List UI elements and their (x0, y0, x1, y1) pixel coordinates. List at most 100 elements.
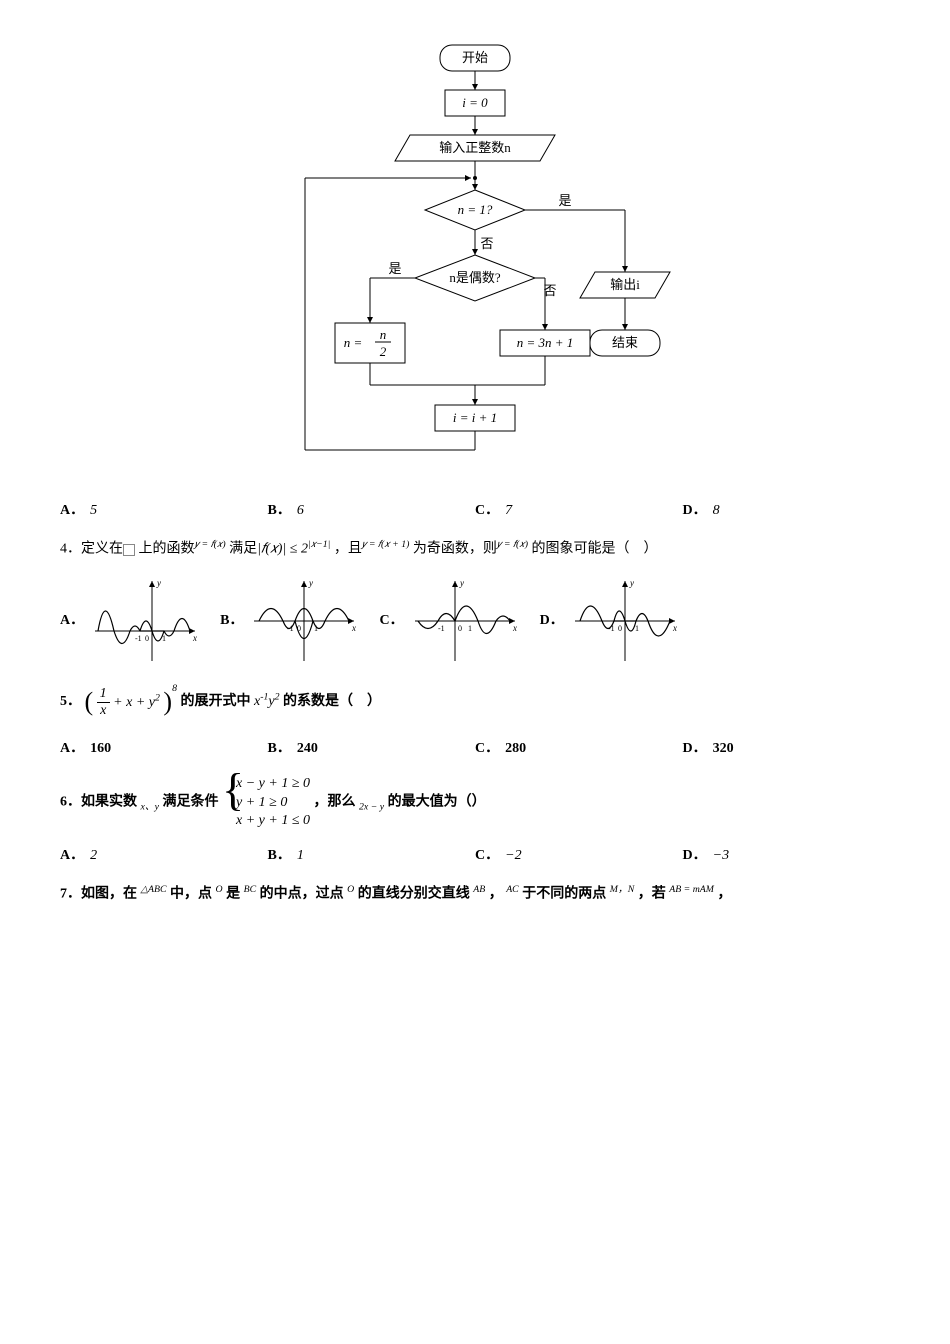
q7-ab: AB (473, 884, 485, 895)
q5-num: 1 (97, 686, 110, 702)
q7-ac: AC (506, 884, 519, 895)
q7-mn: M，N (610, 884, 635, 895)
q7-t5: 于不同的两点 (522, 887, 606, 902)
q4-t3: 满足 (229, 542, 257, 557)
q3-options: A． 5 B． 6 C． 7 D． 8 (60, 500, 890, 522)
q3-a: 5 (90, 503, 97, 518)
svg-text:0: 0 (458, 624, 462, 633)
flow-init: i = 0 (462, 95, 488, 110)
q6-la: A． (60, 848, 84, 863)
svg-text:0: 0 (145, 634, 149, 643)
q5-c: 280 (505, 741, 526, 756)
flow-inc: i = i + 1 (453, 410, 497, 425)
q6-a: 2 (90, 848, 97, 863)
q4-t2: 上的函数 (139, 542, 195, 557)
q4-label-a: A． (60, 610, 84, 632)
q6-lb: B． (268, 848, 291, 863)
flow-left-lhs: n = (344, 335, 363, 350)
q7-stem: 7．如图，在 △ABC 中，点 O 是 BC 的中点，过点 O 的直线分别交直线… (60, 882, 890, 906)
q3-b: 6 (297, 503, 304, 518)
q6-mid1: 满足条件 (163, 795, 219, 810)
q4-t1: 4．定义在 (60, 542, 123, 557)
flowchart-svg: 开始 i = 0 输入正整数n n = 1? 是 否 n是偶数? 是 否 输出i… (265, 40, 685, 480)
opt-label-d: D． (683, 503, 707, 518)
svg-text:y: y (459, 578, 464, 588)
q4-graph-d: x y -1 0 1 (570, 576, 680, 666)
q5-lc: C． (475, 741, 499, 756)
q3-d: 8 (713, 503, 720, 518)
q5-ld: D． (683, 741, 707, 756)
opt-label-b: B． (268, 503, 291, 518)
q7-o2: O (347, 884, 354, 895)
q6-prefix: 6．如果实数 (60, 795, 137, 810)
flow-start: 开始 (462, 50, 488, 65)
flow-right: n = 3n + 1 (517, 335, 574, 350)
q7-comma: ， (489, 887, 503, 902)
svg-text:x: x (192, 633, 197, 643)
q7-bc: BC (244, 884, 257, 895)
flow-yes1: 是 (558, 193, 571, 208)
svg-text:x: x (512, 623, 517, 633)
placeholder-icon (123, 544, 135, 556)
q6-sys2: y + 1 ≥ 0 (236, 794, 310, 812)
q7-t1: 中，点 (170, 887, 212, 902)
q7-o: O (216, 884, 223, 895)
q4-t6: 的图象可能是（ ） (532, 542, 658, 557)
q7-t2: 是 (226, 887, 240, 902)
q6-lc: C． (475, 848, 499, 863)
q7-prefix: 7．如图，在 (60, 887, 137, 902)
q7-tri: △ABC (141, 884, 167, 895)
q5-a: 160 (90, 741, 111, 756)
q6-tail: 的最大值为（） (388, 795, 486, 810)
q5-den: x (97, 703, 110, 718)
svg-text:-1: -1 (135, 634, 142, 643)
svg-text:y: y (308, 578, 313, 588)
q6-sys3: x + y + 1 ≤ 0 (236, 812, 310, 830)
flow-yes2: 是 (388, 261, 401, 276)
flowchart-figure: 开始 i = 0 输入正整数n n = 1? 是 否 n是偶数? 是 否 输出i… (265, 40, 685, 480)
q5-rest: + x + y (113, 695, 155, 710)
q4-eq2e: |𝑥−1| (308, 539, 330, 550)
q4-options: A． x y -1 0 1 B． x y -1 0 1 C． (60, 576, 890, 666)
q4-eq2: |𝑓(𝑥)| ≤ 2 (257, 542, 308, 557)
q4-stem: 4．定义在 上的函数𝑦 = 𝑓(𝑥) 满足|𝑓(𝑥)| ≤ 2|𝑥−1| ，且𝑦… (60, 537, 890, 561)
opt-label-c: C． (475, 503, 499, 518)
q6-sys1: x − y + 1 ≥ 0 (236, 775, 310, 793)
q4-label-c: C． (379, 610, 403, 632)
q6-ld: D． (683, 848, 707, 863)
q7-eq: AB = mAM (669, 884, 714, 895)
q6-obj: 2x − y (359, 802, 384, 813)
q4-t4: ，且 (334, 542, 362, 557)
q4-label-b: B． (220, 610, 243, 632)
flow-no1: 否 (480, 236, 493, 251)
q7-t6: ，若 (638, 887, 666, 902)
q5-iexp: 2 (155, 692, 160, 703)
q4-t5: 为奇函数，则 (413, 542, 497, 557)
q4-graph-c: x y -1 0 1 (410, 576, 520, 666)
q5-b: 240 (297, 741, 318, 756)
q5-options: A．160 B．240 C．280 D．320 (60, 738, 890, 760)
paren-right-icon: ) (163, 687, 172, 716)
opt-label-a: A． (60, 503, 84, 518)
svg-text:y: y (629, 578, 634, 588)
svg-text:y: y (156, 578, 161, 588)
flow-cond2: n是偶数? (449, 270, 501, 285)
q7-t4: 的直线分别交直线 (358, 887, 470, 902)
q5-la: A． (60, 741, 84, 756)
q7-t3: 的中点，过点 (260, 887, 344, 902)
q4-graph-b: x y -1 0 1 (249, 576, 359, 666)
flow-input: 输入正整数n (439, 140, 511, 155)
q5-d: 320 (713, 741, 734, 756)
q5-stem: 5． ( 1x + x + y2 )8 的展开式中 x-1y2 的系数是（ ） (60, 681, 890, 723)
q7-t7: ， (717, 887, 731, 902)
q3-c: 7 (505, 503, 512, 518)
q5-prefix: 5． (60, 694, 81, 709)
q4-label-d: D． (540, 610, 564, 632)
q6-c: −2 (505, 848, 521, 863)
flow-cond1: n = 1? (458, 202, 493, 217)
q6-options: A．2 B．1 C．−2 D．−3 (60, 845, 890, 867)
q4-graph-a: x y -1 0 1 (90, 576, 200, 666)
flow-end: 结束 (612, 335, 638, 350)
svg-text:1: 1 (635, 624, 639, 633)
q5-tail: 的系数是（ ） (283, 694, 381, 709)
